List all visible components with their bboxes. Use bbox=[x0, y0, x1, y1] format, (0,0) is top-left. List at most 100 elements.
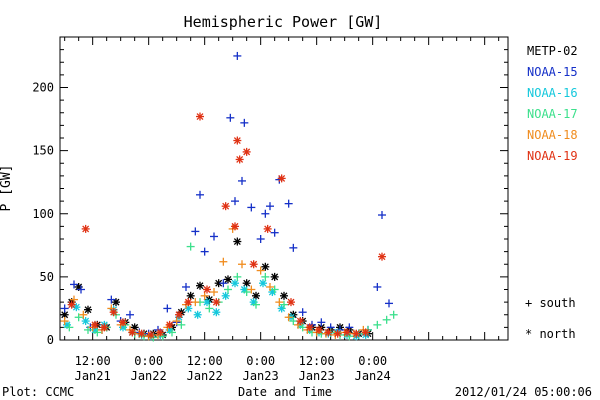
data-point bbox=[214, 279, 223, 288]
data-point bbox=[287, 298, 295, 307]
data-point bbox=[242, 147, 251, 156]
data-point bbox=[373, 282, 382, 291]
data-point bbox=[67, 300, 76, 309]
data-point bbox=[203, 298, 211, 307]
data-point bbox=[233, 237, 242, 246]
data-point bbox=[184, 298, 193, 307]
data-point bbox=[275, 298, 284, 307]
data-point bbox=[333, 329, 342, 338]
data-point bbox=[196, 112, 204, 121]
data-point bbox=[298, 308, 307, 317]
data-point bbox=[168, 328, 176, 337]
data-point bbox=[378, 211, 386, 220]
data-point bbox=[389, 310, 398, 319]
data-point bbox=[163, 304, 172, 313]
y-tick-label: 100 bbox=[32, 207, 54, 221]
data-point bbox=[247, 285, 256, 294]
data-point bbox=[137, 329, 146, 338]
data-point bbox=[196, 281, 204, 290]
data-point bbox=[280, 300, 288, 309]
data-point bbox=[70, 280, 78, 289]
data-point bbox=[284, 199, 293, 208]
data-points bbox=[60, 51, 398, 342]
x-tick-label: 0:00 bbox=[134, 354, 163, 368]
data-point bbox=[252, 300, 260, 309]
y-tick-label: 50 bbox=[40, 270, 54, 284]
data-point bbox=[284, 313, 293, 322]
data-point bbox=[261, 272, 270, 281]
data-point bbox=[191, 227, 200, 236]
data-point bbox=[60, 304, 69, 313]
chart-title: Hemispheric Power [GW] bbox=[184, 13, 383, 31]
data-point bbox=[378, 252, 386, 261]
data-point bbox=[219, 257, 228, 266]
legend-entry: NOAA-15 bbox=[527, 65, 578, 79]
x-tick-sublabel: Jan23 bbox=[299, 369, 335, 383]
series-noaa-19 bbox=[67, 112, 386, 339]
data-point bbox=[107, 295, 116, 304]
x-tick-sublabel: Jan22 bbox=[131, 369, 167, 383]
data-point bbox=[261, 262, 270, 271]
data-point bbox=[266, 282, 274, 291]
y-axis-label: P [GW] bbox=[0, 165, 14, 212]
legend-symbol-south: + south bbox=[525, 296, 576, 310]
data-point bbox=[65, 323, 74, 332]
legend-entry: NOAA-16 bbox=[527, 86, 578, 100]
legend-entry: METP-02 bbox=[527, 44, 578, 58]
data-point bbox=[263, 224, 272, 233]
y-axis: 0 50 100 150 200 bbox=[32, 36, 508, 347]
data-point bbox=[182, 282, 190, 291]
data-point bbox=[212, 298, 221, 307]
data-point bbox=[242, 279, 251, 288]
data-point bbox=[165, 320, 174, 329]
data-point bbox=[256, 235, 265, 243]
x-tick-sublabel: Jan23 bbox=[243, 369, 279, 383]
data-point bbox=[242, 288, 251, 297]
data-point bbox=[226, 113, 235, 122]
data-point bbox=[219, 279, 228, 288]
data-point bbox=[261, 209, 270, 218]
data-point bbox=[256, 266, 265, 275]
data-point bbox=[231, 279, 239, 288]
x-tick-sublabel: Jan24 bbox=[355, 369, 391, 383]
data-point bbox=[233, 136, 242, 145]
legend-entry: NOAA-17 bbox=[527, 107, 578, 121]
data-point bbox=[200, 291, 209, 300]
data-point bbox=[343, 328, 351, 337]
x-axis: 12:00Jan210:00Jan2212:00Jan220:00Jan2312… bbox=[64, 37, 500, 383]
data-point bbox=[74, 313, 83, 322]
legend-symbol-north: * north bbox=[525, 327, 576, 341]
data-point bbox=[266, 202, 274, 211]
y-tick-label: 150 bbox=[32, 144, 54, 158]
data-point bbox=[191, 298, 200, 307]
data-point bbox=[210, 288, 218, 297]
data-point bbox=[177, 320, 186, 329]
data-point bbox=[210, 232, 218, 241]
data-point bbox=[240, 118, 249, 127]
data-point bbox=[270, 228, 279, 237]
data-point bbox=[373, 320, 382, 329]
plot-credit: Plot: CCMC bbox=[2, 385, 74, 399]
data-point bbox=[305, 323, 314, 332]
data-point bbox=[193, 310, 202, 319]
data-point bbox=[84, 325, 92, 334]
data-point bbox=[315, 325, 323, 334]
data-point bbox=[277, 174, 286, 183]
data-point bbox=[352, 329, 361, 338]
legend: METP-02 NOAA-15 NOAA-16 NOAA-17 NOAA-18 NOAA-… bbox=[525, 44, 578, 341]
legend-entry: NOAA-18 bbox=[527, 128, 578, 142]
data-point bbox=[385, 299, 393, 308]
data-point bbox=[238, 176, 246, 185]
series-noaa-17 bbox=[65, 242, 398, 342]
y-tick-label: 200 bbox=[32, 81, 54, 95]
data-point bbox=[147, 330, 155, 339]
data-point bbox=[196, 190, 204, 199]
data-point bbox=[233, 272, 242, 281]
y-tick-label: 0 bbox=[47, 333, 54, 347]
data-point bbox=[212, 308, 221, 317]
data-point bbox=[231, 222, 239, 231]
data-point bbox=[247, 203, 256, 212]
data-point bbox=[270, 285, 279, 294]
data-point bbox=[289, 317, 298, 326]
